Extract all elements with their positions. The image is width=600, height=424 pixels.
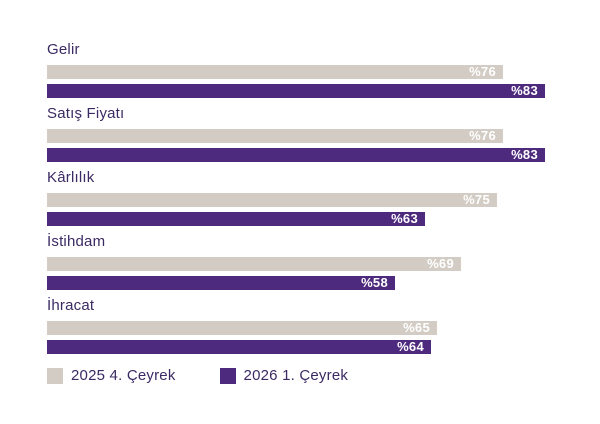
chart-group: Satış Fiyatı %76 %83 — [47, 105, 600, 162]
legend-item-2026-q1: 2026 1. Çeyrek — [219, 367, 349, 384]
bar-value-label: %76 — [469, 64, 496, 79]
bar-2026-q1: %83 — [47, 84, 545, 98]
chart-group: Gelir %76 %83 — [47, 41, 600, 98]
bar-value-label: %63 — [391, 211, 418, 226]
grouped-bar-chart: Gelir %76 %83 Satış Fiyatı %76 %83 Kârlı… — [47, 41, 600, 384]
bar-2025-q4: %76 — [47, 65, 503, 79]
bar-value-label: %58 — [361, 275, 388, 290]
category-label: Gelir — [47, 41, 80, 58]
category-label: İhracat — [47, 297, 95, 314]
bar-2026-q1: %63 — [47, 212, 425, 226]
bar-2025-q4: %69 — [47, 257, 461, 271]
category-label: Satış Fiyatı — [47, 105, 125, 122]
legend-item-2025-q4: 2025 4. Çeyrek — [47, 367, 176, 384]
legend-label-2025-q4: 2025 4. Çeyrek — [71, 367, 176, 384]
bar-value-label: %76 — [469, 128, 496, 143]
legend: 2025 4. Çeyrek 2026 1. Çeyrek — [47, 367, 600, 384]
bar-value-label: %83 — [511, 83, 538, 98]
bar-2025-q4: %65 — [47, 321, 437, 335]
bar-2025-q4: %75 — [47, 193, 497, 207]
category-label: Kârlılık — [47, 169, 95, 186]
chart-group: İhracat %65 %64 — [47, 297, 600, 354]
legend-swatch-2026-q1 — [219, 367, 236, 384]
bar-2026-q1: %64 — [47, 340, 431, 354]
category-label: İstihdam — [47, 233, 106, 250]
bar-value-label: %83 — [511, 147, 538, 162]
chart-groups: Gelir %76 %83 Satış Fiyatı %76 %83 Kârlı… — [47, 41, 600, 354]
bar-value-label: %75 — [463, 192, 490, 207]
chart-group: Kârlılık %75 %63 — [47, 169, 600, 226]
chart-group: İstihdam %69 %58 — [47, 233, 600, 290]
legend-swatch-2025-q4 — [47, 367, 63, 384]
bar-value-label: %69 — [427, 256, 454, 271]
bar-2026-q1: %83 — [47, 148, 545, 162]
bar-2025-q4: %76 — [47, 129, 503, 143]
bar-value-label: %64 — [397, 339, 424, 354]
bar-2026-q1: %58 — [47, 276, 395, 290]
bar-value-label: %65 — [403, 320, 430, 335]
legend-label-2026-q1: 2026 1. Çeyrek — [243, 367, 349, 384]
